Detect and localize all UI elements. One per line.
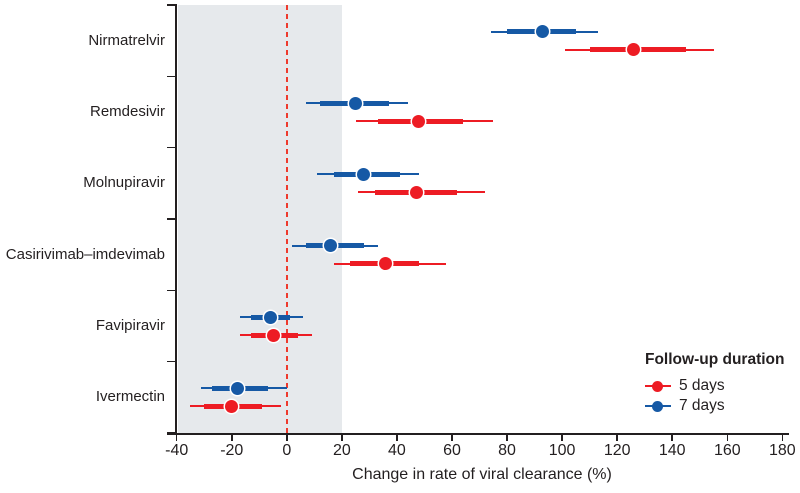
x-axis-title: Change in rate of viral clearance (%) xyxy=(352,466,612,483)
y-axis-tick xyxy=(167,4,177,6)
y-axis-line xyxy=(175,5,177,435)
category-label: Molnupiravir xyxy=(83,174,165,192)
x-axis-tick xyxy=(561,434,563,442)
x-tick-label: 160 xyxy=(713,442,741,459)
x-axis-tick xyxy=(341,434,343,442)
legend-item-label: 5 days xyxy=(679,377,725,394)
point-estimate-5-days xyxy=(225,399,239,413)
x-axis-tick xyxy=(671,434,674,442)
legend-marker-icon xyxy=(645,380,671,392)
y-axis-tick xyxy=(167,360,177,363)
x-tick-label: 80 xyxy=(498,442,516,459)
point-estimate-7-days xyxy=(536,25,550,39)
point-estimate-7-days xyxy=(230,381,244,395)
x-tick-label: 100 xyxy=(548,442,576,459)
category-label: Remdesivir xyxy=(89,103,165,120)
x-axis-tick xyxy=(451,434,453,442)
point-estimate-7-days xyxy=(324,239,338,253)
y-axis-tick xyxy=(167,432,177,434)
point-estimate-5-days xyxy=(409,185,423,199)
legend-items: 5 days 7 days xyxy=(645,376,797,416)
point-estimate-7-days xyxy=(263,310,277,324)
legend-marker-icon xyxy=(645,400,671,412)
legend-item: 7 days xyxy=(645,396,797,416)
x-tick-label: -20 xyxy=(220,442,244,459)
x-tick-label: 60 xyxy=(443,442,461,459)
point-estimate-5-days xyxy=(627,43,641,57)
x-tick-label: -40 xyxy=(165,442,189,459)
y-axis-tick xyxy=(167,218,177,220)
x-tick-label: 120 xyxy=(603,442,631,459)
point-estimate-5-days xyxy=(379,257,393,271)
point-estimate-5-days xyxy=(412,114,426,128)
category-label: Nirmatrelvir xyxy=(88,31,165,49)
legend-item: 5 days xyxy=(645,376,797,396)
x-axis-tick xyxy=(286,434,288,442)
shaded-region xyxy=(177,5,342,433)
y-axis-tick xyxy=(167,289,177,292)
category-label: Favipiravir xyxy=(95,317,165,334)
x-axis-tick xyxy=(230,434,233,442)
legend-title: Follow-up duration xyxy=(645,351,785,368)
x-tick-label: 0 xyxy=(282,442,292,459)
category-label: Ivermectin xyxy=(95,388,165,406)
y-axis-tick xyxy=(167,146,177,149)
x-axis-tick xyxy=(175,434,178,442)
x-tick-label: 40 xyxy=(388,442,406,459)
x-tick-label: 20 xyxy=(332,442,351,459)
x-axis-line xyxy=(167,433,789,435)
category-label: Casirivimab–imdevimab xyxy=(5,245,165,263)
x-tick-label: 140 xyxy=(658,442,686,459)
x-axis-tick xyxy=(396,434,398,442)
x-axis-tick xyxy=(726,434,729,442)
x-axis-tick xyxy=(616,434,618,442)
point-estimate-5-days xyxy=(266,328,280,342)
y-axis-tick xyxy=(167,75,177,78)
zero-reference-line xyxy=(285,5,288,433)
x-tick-label: 180 xyxy=(769,442,796,459)
point-estimate-7-days xyxy=(357,167,371,181)
x-axis-tick xyxy=(506,434,508,442)
legend-item-label: 7 days xyxy=(679,397,725,414)
legend: Follow-up duration 5 days 7 days xyxy=(645,351,797,416)
x-axis-tick xyxy=(781,434,784,442)
point-estimate-7-days xyxy=(349,96,363,110)
